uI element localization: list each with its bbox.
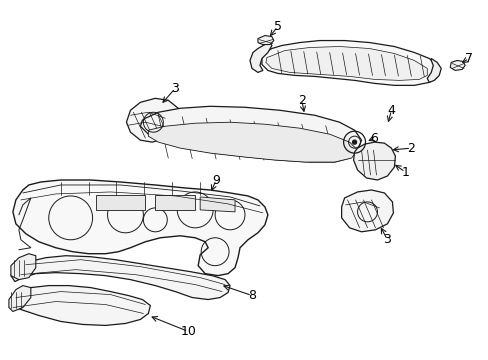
Text: 7: 7	[464, 52, 472, 65]
Polygon shape	[249, 42, 271, 72]
Polygon shape	[265, 46, 427, 80]
Polygon shape	[11, 256, 229, 300]
Polygon shape	[353, 142, 395, 180]
Text: 3: 3	[383, 233, 390, 246]
Polygon shape	[200, 197, 235, 212]
Polygon shape	[140, 106, 361, 162]
Circle shape	[352, 140, 356, 144]
Text: 2: 2	[407, 141, 414, 155]
Text: 9: 9	[212, 174, 220, 186]
Polygon shape	[262, 41, 438, 85]
Polygon shape	[449, 60, 464, 71]
Polygon shape	[126, 98, 180, 142]
Polygon shape	[258, 36, 273, 45]
Polygon shape	[341, 190, 393, 232]
Text: 3: 3	[171, 82, 179, 95]
Text: 2: 2	[297, 94, 305, 107]
Text: 5: 5	[273, 20, 281, 33]
Text: 8: 8	[247, 289, 255, 302]
Text: 4: 4	[386, 104, 395, 117]
Text: 6: 6	[370, 132, 378, 145]
Polygon shape	[13, 180, 267, 276]
Polygon shape	[11, 285, 150, 325]
Text: 10: 10	[180, 325, 196, 338]
Polygon shape	[9, 285, 31, 311]
Polygon shape	[155, 195, 195, 210]
Polygon shape	[148, 122, 357, 162]
Polygon shape	[95, 195, 145, 210]
Polygon shape	[11, 254, 36, 280]
Polygon shape	[427, 58, 440, 82]
Text: 1: 1	[401, 166, 408, 179]
